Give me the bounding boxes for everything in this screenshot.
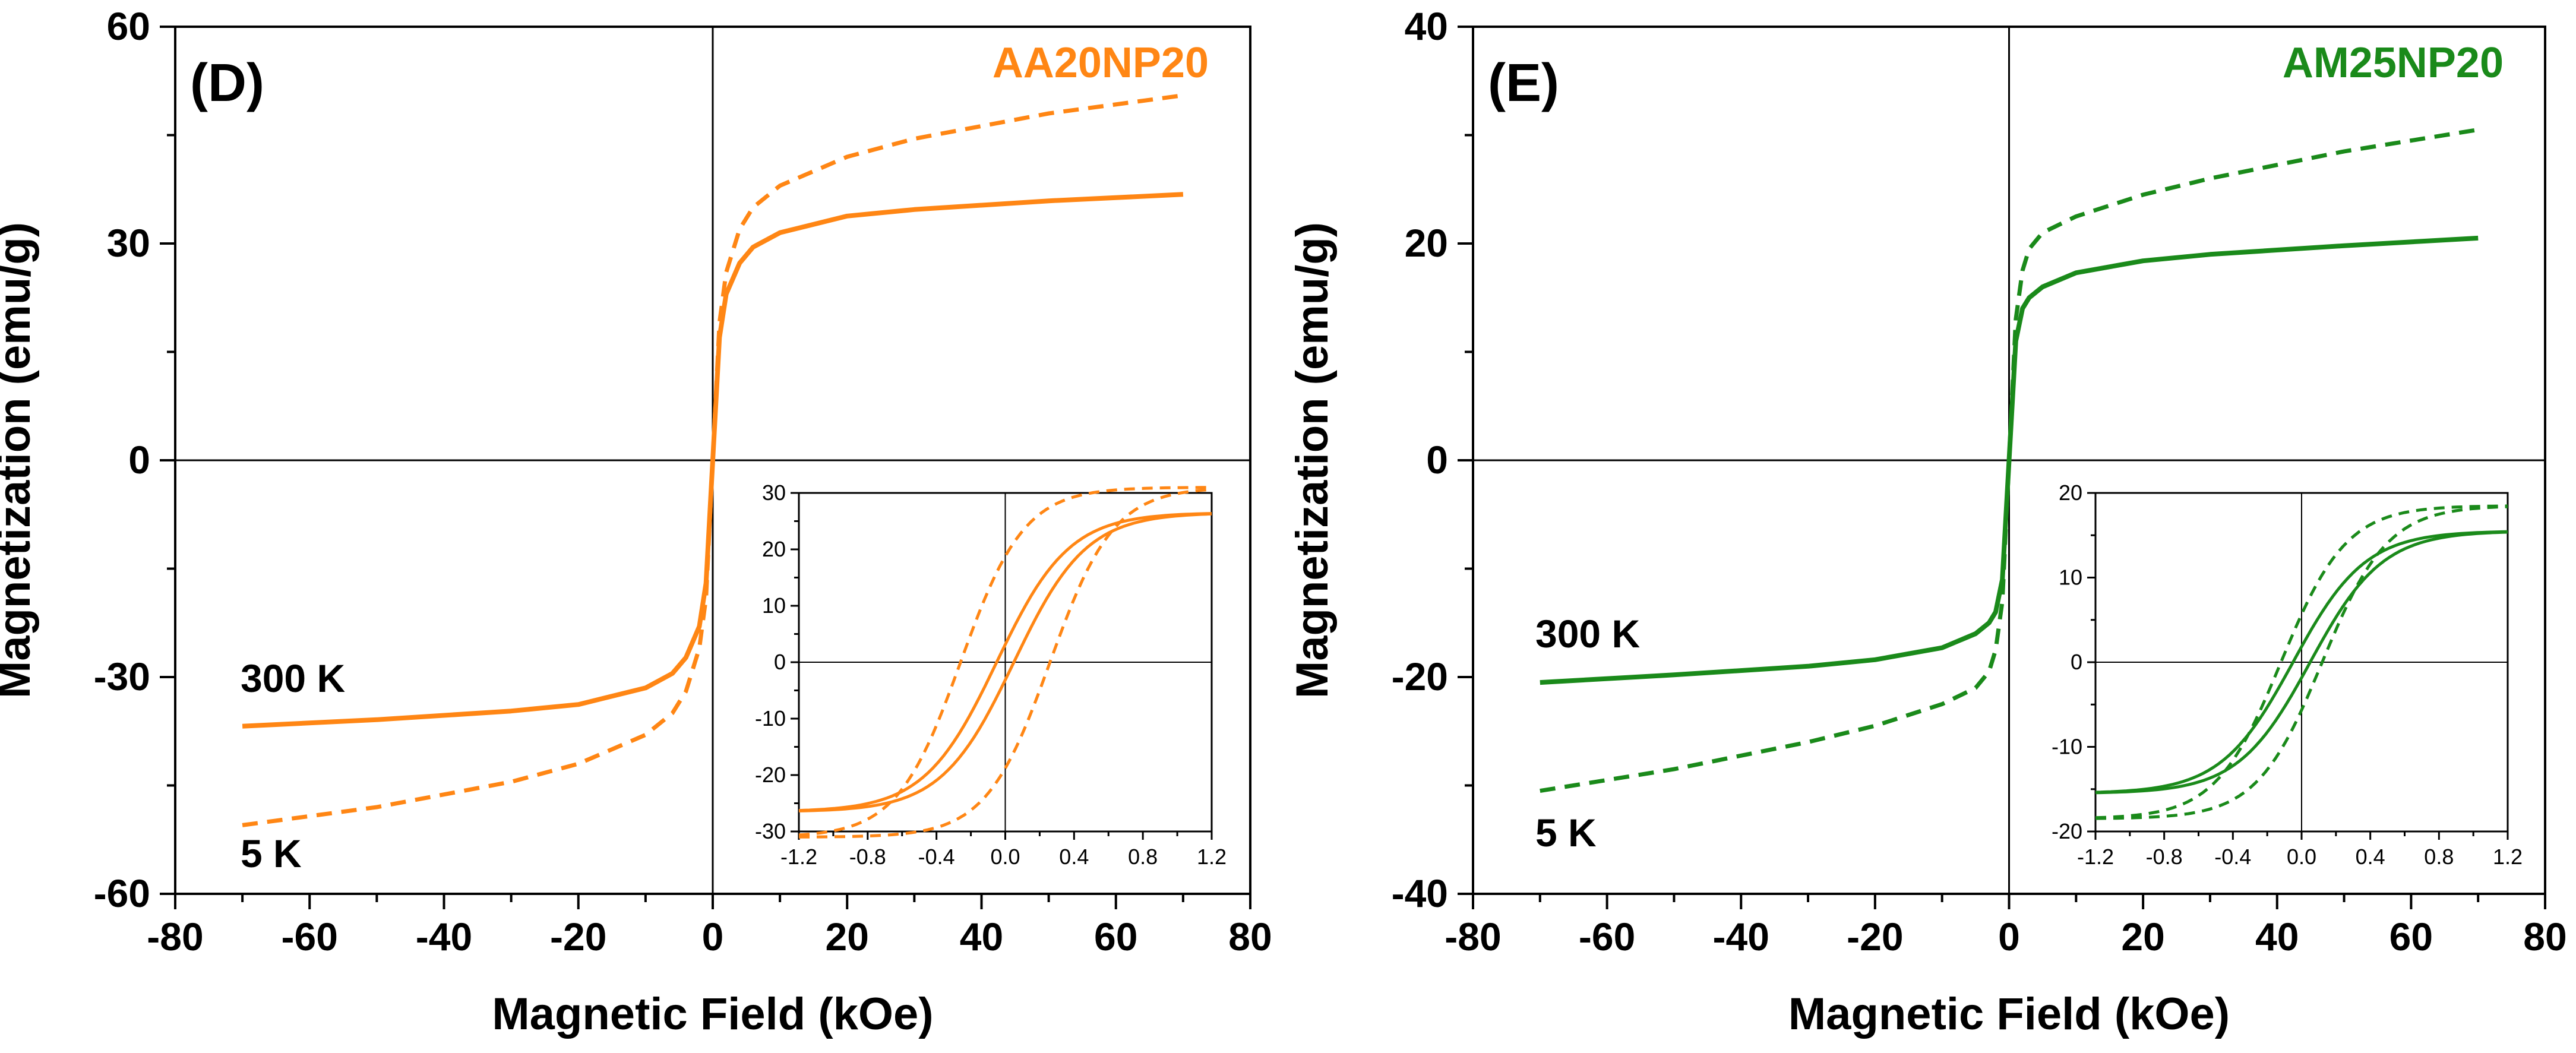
- inset-x-tick-label: -1.2: [780, 845, 817, 869]
- inset-x-tick-label: 0.8: [2424, 845, 2454, 869]
- y-tick-label: -60: [94, 871, 150, 915]
- y-tick-label: 0: [1426, 438, 1448, 482]
- inset-x-tick-label: 0.4: [2356, 845, 2385, 869]
- chart-panel-e: -80 -60 -40 -20 0 20 40 60 80 -40 -20 0 20 40 Magnetic…: [1287, 4, 2567, 1039]
- y-axis-title: Magnetization (emu/g): [1287, 222, 1338, 698]
- inset-loop-5k-ascending: [2095, 505, 2508, 820]
- x-tick-label: 80: [2523, 915, 2566, 959]
- annotation-300k: 300 K: [241, 656, 345, 700]
- inset-y-tick-label: -30: [755, 819, 786, 843]
- inset-loop-5k-descending: [798, 486, 1212, 837]
- inset-y-tick-label: -10: [755, 706, 786, 731]
- y-tick-label: -40: [1392, 871, 1448, 915]
- x-tick-label: 80: [1228, 915, 1272, 959]
- x-tick-label: -80: [1445, 915, 1501, 959]
- inset-loop-300k-ascending: [2095, 530, 2508, 795]
- x-tick-label: -60: [282, 915, 338, 959]
- y-tick-label: -20: [1392, 654, 1448, 698]
- x-tick-label: 60: [2389, 915, 2433, 959]
- x-tick-label: -40: [416, 915, 472, 959]
- panel-label: (E): [1488, 53, 1559, 113]
- sample-label: AA20NP20: [993, 39, 1209, 87]
- y-tick-label: 30: [107, 221, 150, 265]
- series-line-5k: [242, 93, 1184, 827]
- y-axis-title: Magnetization (emu/g): [0, 222, 40, 698]
- inset-y-tick-label: 10: [762, 593, 786, 618]
- x-tick-label: -80: [147, 915, 203, 959]
- inset-x-tick-label: 0.4: [1059, 845, 1089, 869]
- x-tick-label: 0: [702, 915, 724, 959]
- sample-label: AM25NP20: [2283, 39, 2504, 87]
- y-tick-label: 60: [107, 4, 150, 48]
- inset-y-tick-label: 0: [774, 650, 786, 674]
- inset-x-tick-label: -0.8: [849, 845, 886, 869]
- y-tick-label: 20: [1405, 221, 1448, 265]
- inset-loop-5k-ascending: [798, 488, 1212, 839]
- x-tick-label: -60: [1579, 915, 1635, 959]
- x-tick-label: 40: [2255, 915, 2299, 959]
- inset-y-tick-label: 0: [2071, 650, 2082, 674]
- y-tick-label: 0: [128, 438, 150, 482]
- inset-x-tick-label: 1.2: [2493, 845, 2523, 869]
- chart-panel-d: -80 -60 -40 -20 0 20 40 60 80-60-3003060Magnetic…: [0, 4, 1272, 1039]
- inset-loop-300k-descending: [798, 512, 1212, 812]
- x-tick-label: -40: [1713, 915, 1769, 959]
- x-tick-label: 0: [1998, 915, 2020, 959]
- inset-x-tick-label: -0.4: [2214, 845, 2251, 869]
- inset-loop-5k-descending: [2095, 504, 2508, 820]
- inset-y-tick-label: 30: [762, 480, 786, 505]
- panel-label: (D): [190, 53, 264, 113]
- inset-y-tick-label: 20: [2059, 480, 2082, 505]
- inset-chart: -1.2 -0.8 -0.4 0.0 0.4 0.8 1.2 -20 -10 0 10 20: [2052, 480, 2523, 869]
- inset-y-tick-label: 10: [2059, 565, 2082, 590]
- x-axis-title: Magnetic Field (kOe): [492, 989, 933, 1039]
- inset-x-tick-label: 1.2: [1197, 845, 1227, 869]
- x-axis-title: Magnetic Field (kOe): [1788, 989, 2230, 1039]
- inset-x-tick-label: 0.0: [2287, 845, 2316, 869]
- x-tick-label: 40: [960, 915, 1003, 959]
- x-tick-label: -20: [550, 915, 606, 959]
- series-line-5k: [1540, 127, 2479, 793]
- inset-y-tick-label: -10: [2052, 735, 2082, 759]
- annotation-5k: 5 K: [1535, 811, 1597, 855]
- inset-x-tick-label: 0.8: [1128, 845, 1158, 869]
- annotation-5k: 5 K: [241, 831, 302, 875]
- annotation-300k: 300 K: [1535, 612, 1640, 656]
- x-tick-label: 20: [826, 915, 869, 959]
- inset-x-tick-label: -1.2: [2077, 845, 2114, 869]
- inset-loop-300k-descending: [2095, 530, 2508, 794]
- inset-x-tick-label: 0.0: [990, 845, 1020, 869]
- y-tick-label: 40: [1405, 4, 1448, 48]
- inset-x-tick-label: -0.8: [2146, 845, 2183, 869]
- inset-y-tick-label: -20: [2052, 819, 2082, 843]
- x-tick-label: 20: [2121, 915, 2164, 959]
- inset-loop-300k-ascending: [798, 512, 1212, 812]
- inset-x-tick-label: -0.4: [918, 845, 955, 869]
- x-tick-label: -20: [1847, 915, 1903, 959]
- x-tick-label: 60: [1094, 915, 1137, 959]
- inset-y-tick-label: 20: [762, 537, 786, 561]
- y-tick-label: -30: [94, 654, 150, 698]
- inset-chart: -1.2 -0.8 -0.4 0.0 0.4 0.8 1.2 -30 -20 -10 0 10 20 30: [755, 480, 1227, 869]
- inset-y-tick-label: -20: [755, 763, 786, 787]
